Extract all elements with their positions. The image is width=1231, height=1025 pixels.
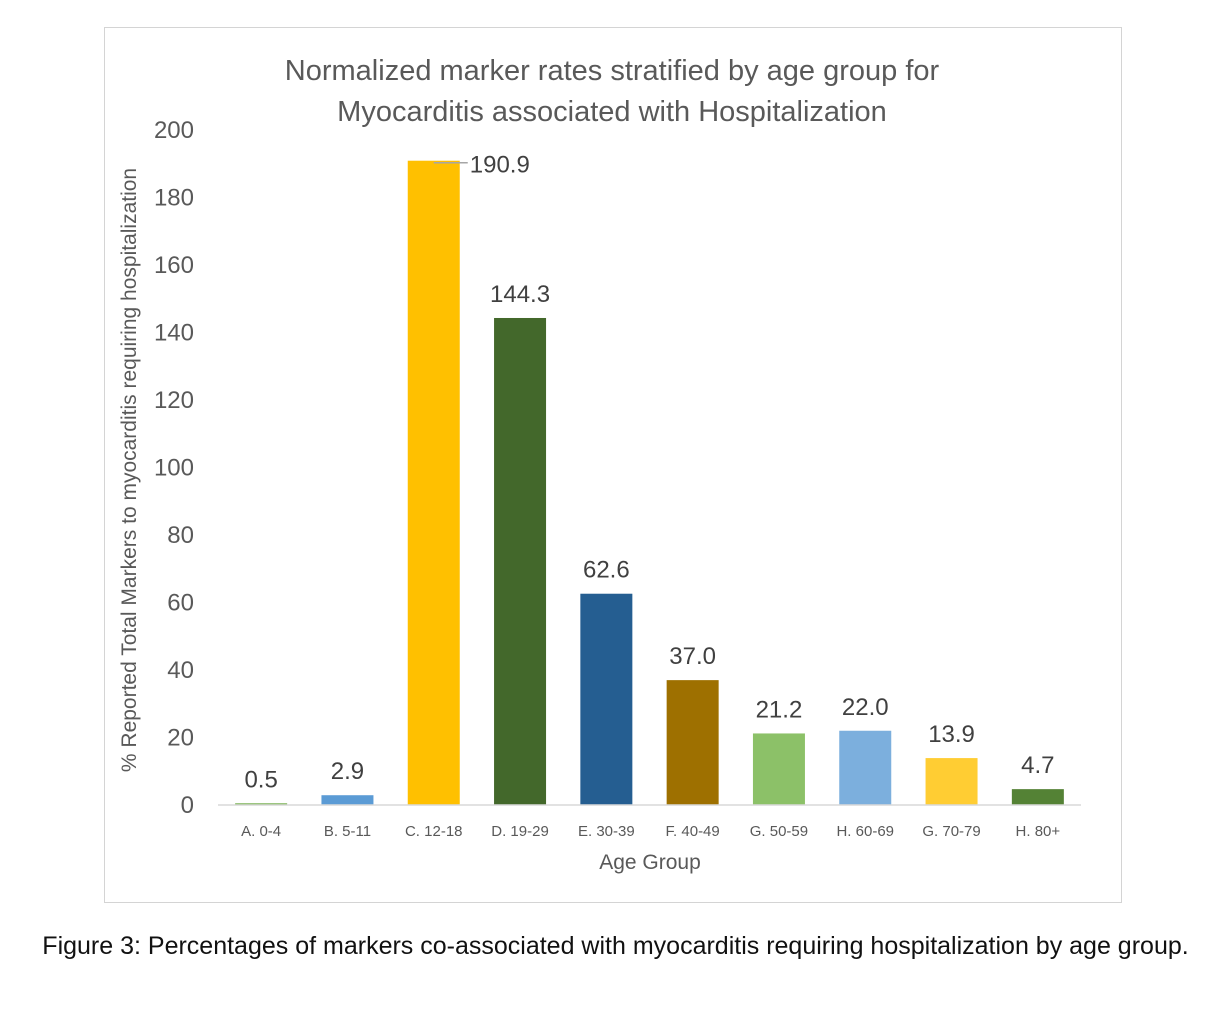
bar	[925, 758, 978, 805]
chart-title-line-1: Normalized marker rates stratified by ag…	[285, 55, 940, 87]
figure-caption: Figure 3: Percentages of markers co-asso…	[0, 922, 1231, 970]
bar	[407, 160, 460, 805]
x-tick-label: A. 0-4	[241, 823, 281, 840]
y-tick-label: 160	[154, 252, 194, 279]
x-tick-label: F. 40-49	[666, 823, 720, 840]
chart-frame	[104, 27, 1122, 903]
x-axis-label: Age Group	[599, 851, 701, 874]
data-label: 4.7	[1021, 752, 1054, 779]
data-label: 21.2	[756, 696, 803, 723]
x-tick-label: B. 5-11	[324, 823, 371, 840]
data-label: 2.9	[331, 758, 364, 785]
bar	[1011, 789, 1064, 805]
bar	[752, 733, 805, 805]
y-axis-label: % Reported Total Markers to myocarditis …	[118, 168, 141, 772]
y-tick-label: 100	[154, 455, 194, 482]
chart-title-line-2: Myocarditis associated with Hospitalizat…	[337, 96, 887, 128]
x-tick-label: C. 12-18	[405, 823, 463, 840]
y-tick-label: 20	[167, 725, 194, 752]
data-label: 37.0	[669, 643, 716, 670]
bar	[494, 317, 547, 805]
bar	[321, 795, 374, 805]
figure-caption-text: Figure 3: Percentages of markers co-asso…	[42, 932, 1189, 960]
y-tick-label: 40	[167, 657, 194, 684]
data-label: 62.6	[583, 557, 630, 584]
data-label: 13.9	[928, 721, 975, 748]
y-tick-label: 200	[154, 117, 194, 144]
data-label: 190.9	[470, 152, 530, 179]
x-tick-label: E. 30-39	[578, 823, 635, 840]
x-tick-label: H. 80+	[1016, 823, 1061, 840]
data-label: 0.5	[244, 766, 277, 793]
x-tick-label: G. 50-59	[750, 823, 808, 840]
x-tick-label: G. 70-79	[922, 823, 980, 840]
bar	[839, 730, 892, 805]
y-tick-label: 180	[154, 185, 194, 212]
bar	[666, 680, 719, 805]
bar	[235, 803, 288, 805]
y-tick-label: 60	[167, 590, 194, 617]
bar	[580, 593, 633, 805]
data-label: 22.0	[842, 694, 889, 721]
data-label: 144.3	[490, 281, 550, 308]
y-tick-label: 0	[181, 792, 194, 819]
y-tick-label: 120	[154, 387, 194, 414]
y-tick-label: 140	[154, 320, 194, 347]
x-tick-label: H. 60-69	[836, 823, 894, 840]
y-tick-label: 80	[167, 522, 194, 549]
x-tick-label: D. 19-29	[491, 823, 549, 840]
